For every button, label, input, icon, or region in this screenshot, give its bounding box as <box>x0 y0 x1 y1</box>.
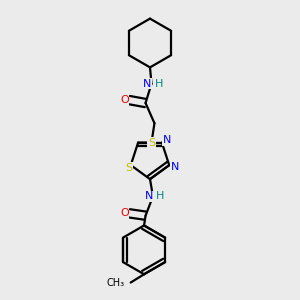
Text: CH₃: CH₃ <box>106 278 125 288</box>
Text: N: N <box>163 135 171 145</box>
Text: O: O <box>120 95 129 105</box>
Text: H: H <box>155 79 163 89</box>
Text: S: S <box>148 138 155 148</box>
Text: S: S <box>126 163 133 172</box>
Text: N: N <box>143 79 152 89</box>
Text: H: H <box>156 191 165 201</box>
Text: N: N <box>170 162 179 172</box>
Text: N: N <box>145 191 153 201</box>
Text: O: O <box>120 208 129 218</box>
